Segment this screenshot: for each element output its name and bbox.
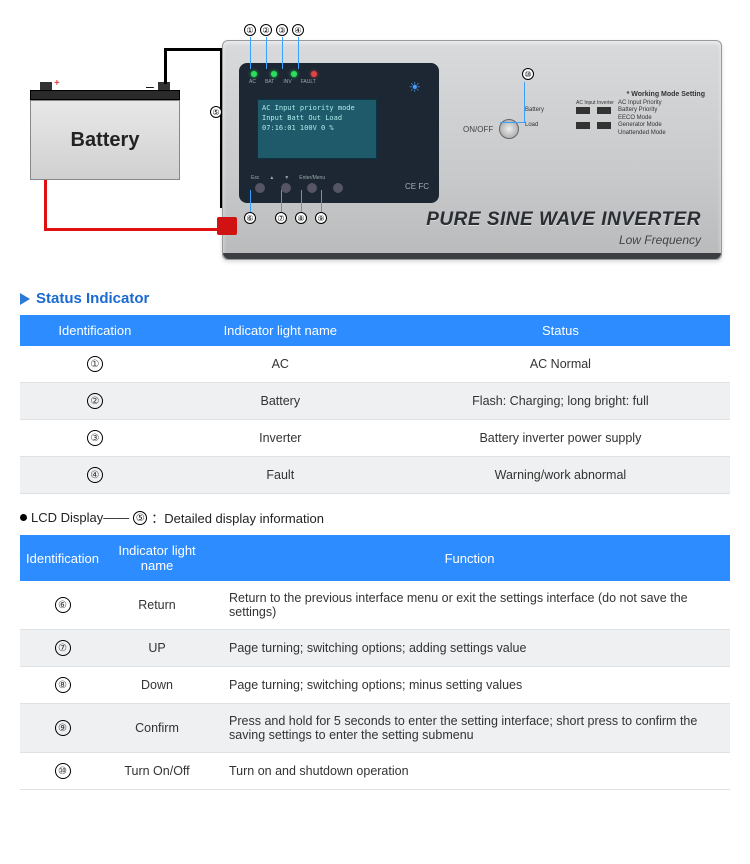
- status-table: Identification Indicator light name Stat…: [20, 315, 730, 494]
- working-mode-title: * Working Mode Setting: [525, 91, 705, 98]
- panel-button-labels: Esc ▲ ▼ Enter/Menu: [251, 175, 325, 181]
- control-panel: AC BAT INV FAULT ☀ AC Input priority mod…: [239, 63, 439, 203]
- led-labels: AC BAT INV FAULT: [249, 79, 316, 85]
- callout-5: ⑤: [210, 106, 222, 118]
- th-id: Identification: [20, 535, 105, 581]
- wire-red: [44, 228, 222, 231]
- callout-7: ⑦: [275, 212, 287, 224]
- table-row: ①ACAC Normal: [20, 346, 730, 383]
- table-row: ④FaultWarning/work abnormal: [20, 457, 730, 494]
- battery-box: Battery: [30, 100, 180, 180]
- inverter-subtitle: Low Frequency: [619, 233, 701, 247]
- callout-2: ②: [260, 24, 272, 36]
- inverter-device: AC BAT INV FAULT ☀ AC Input priority mod…: [222, 40, 722, 260]
- working-mode-panel: * Working Mode Setting AC InputInverterA…: [525, 91, 705, 136]
- callout-8: ⑧: [295, 212, 307, 224]
- battery-label: Battery: [71, 129, 140, 152]
- lcd-screen: AC Input priority mode Input Batt Out Lo…: [257, 99, 377, 159]
- triangle-icon: [20, 293, 30, 305]
- callout-9: ⑨: [315, 212, 327, 224]
- battery-terminal-positive: [40, 82, 52, 90]
- table-row: ⑩Turn On/OffTurn on and shutdown operati…: [20, 753, 730, 790]
- red-plug: [217, 217, 237, 235]
- inverter-title: PURE SINE WAVE INVERTER: [426, 209, 701, 231]
- down-button: [307, 183, 317, 193]
- section-header-status: Status Indicator: [20, 290, 730, 307]
- th-id: Identification: [20, 315, 170, 346]
- lcd-table: Identification Indicator light name Func…: [20, 535, 730, 790]
- minus-icon: –: [146, 78, 154, 94]
- callout-10: ⑩: [522, 68, 534, 80]
- inverter-bottom-bar: [223, 253, 721, 259]
- wire-red: [44, 180, 47, 230]
- th-name: Indicator light name: [105, 535, 209, 581]
- led-bat: [271, 71, 277, 77]
- led-inv: [291, 71, 297, 77]
- table-row: ⑥ReturnReturn to the previous interface …: [20, 581, 730, 630]
- table-row: ⑨ConfirmPress and hold for 5 seconds to …: [20, 704, 730, 753]
- lcd-note: LCD Display—— ⑤ ：Detailed display inform…: [20, 508, 730, 527]
- th-status: Status: [391, 315, 730, 346]
- th-fn: Function: [209, 535, 730, 581]
- up-button: [281, 183, 291, 193]
- battery-top: [30, 90, 180, 100]
- section-title-status: Status Indicator: [36, 290, 149, 307]
- table-row: ③InverterBattery inverter power supply: [20, 420, 730, 457]
- bullet-icon: [20, 514, 27, 521]
- table-row: ⑧DownPage turning; switching options; mi…: [20, 667, 730, 704]
- callout-1: ①: [244, 24, 256, 36]
- panel-buttons: [255, 183, 343, 193]
- callout-6: ⑥: [244, 212, 256, 224]
- wire-black: [164, 48, 222, 51]
- ce-mark: CE FC: [405, 182, 429, 191]
- callout-3: ③: [276, 24, 288, 36]
- table-row: ②BatteryFlash: Charging; long bright: fu…: [20, 383, 730, 420]
- enter-button: [333, 183, 343, 193]
- wiring-diagram: + – Battery AC BAT INV FAULT: [20, 10, 730, 270]
- onoff-label: ON/OFF: [463, 125, 493, 134]
- table-row: ⑦UPPage turning; switching options; addi…: [20, 630, 730, 667]
- solar-icon: ☀: [408, 79, 421, 96]
- th-name: Indicator light name: [170, 315, 391, 346]
- esc-button: [255, 183, 265, 193]
- wire-black: [164, 48, 167, 84]
- plus-icon: +: [54, 78, 60, 89]
- led-fault: [311, 71, 317, 77]
- led-ac: [251, 71, 257, 77]
- led-row: [251, 71, 317, 77]
- callout-4: ④: [292, 24, 304, 36]
